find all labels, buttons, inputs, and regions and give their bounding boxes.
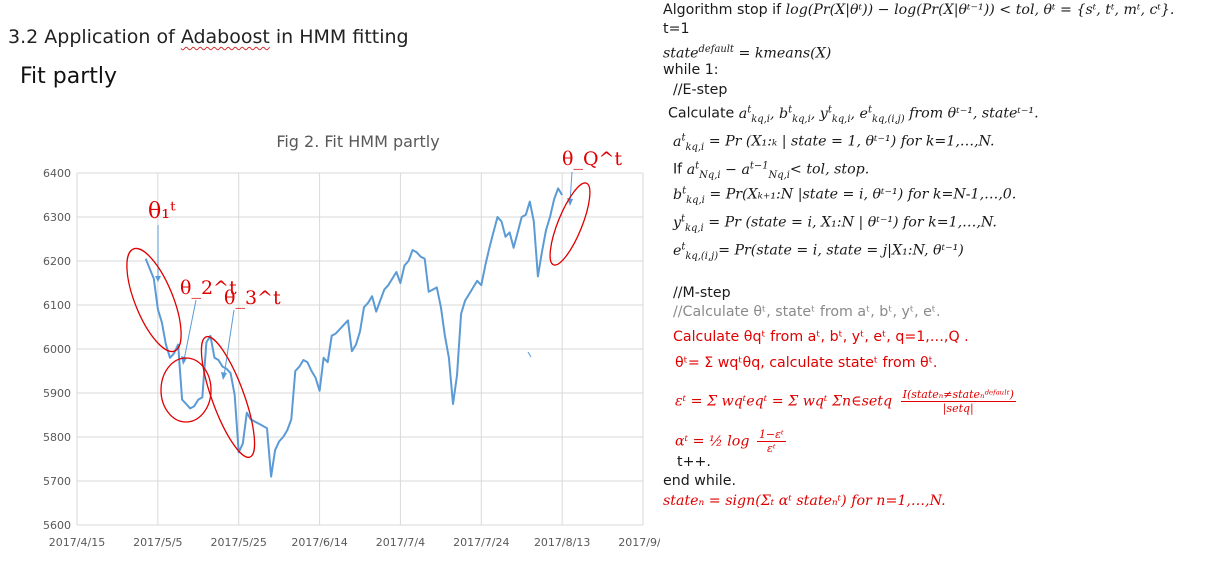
y-tick-label: 5700 [43,475,71,488]
x-tick-label: 2017/8/13 [534,536,590,549]
stray-mark [527,351,532,358]
algo-e-formula: etkq,(i,j)= Pr(state = i, state = j|X₁:N… [673,241,964,262]
slide-heading: 3.2 Application of Adaboost in HMM fitti… [8,26,409,48]
y-tick-label: 5800 [43,431,71,444]
algo-if-stop: If atNq,i − at−1Nq,i< tol, stop. [673,160,870,181]
x-tick-label: 2017/5/25 [211,536,267,549]
x-tick-label: 2017/5/5 [133,536,182,549]
algo-final-state: stateₙ = sign(Σₜ αᵗ stateₙᵗ) for n=1,…,N… [663,493,946,509]
y-tick-label: 6200 [43,255,71,268]
highlight-ellipse-1 [126,247,182,353]
algo-a-formula: atkq,i = Pr (X₁:ₖ | state = 1, θᵗ⁻¹) for… [673,132,995,153]
algo-b-formula: btkq,i = Pr(Xₖ₊₁:N |state = i, θᵗ⁻¹) for… [673,185,1017,206]
x-tick-label: 2017/7/24 [453,536,509,549]
heading-spellcheck-word[interactable]: Adaboost [180,26,270,48]
highlight-ellipse-q [549,182,591,266]
algorithm-panel: Algorithm stop if log(Pr(X|θᵗ)) − log(Pr… [663,0,1228,562]
algo-epsilon-line: εᵗ = Σ wqᵗeqᵗ = Σ wqᵗ Σn∈setq I(stateₙ≠s… [675,388,1016,415]
y-tick-label: 6400 [43,167,71,180]
line-chart[interactable]: Fig 2. Fit HMM partly 5600 5700 5800 5900 60… [0,120,660,560]
y-tick-label: 5600 [43,519,71,532]
annotation-theta-3-label: θ_3^t [224,287,281,309]
annotation-theta-1: θ₁ᵗ [126,199,182,353]
algo-end-while: end while. [663,473,736,489]
y-tick-label: 6000 [43,343,71,356]
y-tick-label: 6100 [43,299,71,312]
chart-gridlines [76,172,644,526]
algo-m-step: //M-step [673,285,731,301]
annotation-theta-q-label: θ_Q^t [562,148,622,170]
x-tick-label: 2017/9/2 [618,536,660,549]
annotation-theta-q: θ_Q^t [549,148,622,266]
annotation-theta-2: θ_2^t [160,277,237,423]
x-tick-label: 2017/7/4 [376,536,425,549]
subheading: Fit partly [20,64,118,89]
algo-t-init: t=1 [663,21,690,37]
heading-suffix: in HMM fitting [269,26,409,48]
algo-e-calc: Calculate atkq,i, btkq,i, ytkq,i, etkq,(… [668,104,1039,125]
annotation-theta-1-label: θ₁ᵗ [148,199,176,224]
algo-m-red-line-2: θᵗ= Σ wqᵗθq, calculate stateᵗ from θᵗ. [675,355,938,371]
algo-alpha-line: αᵗ = ½ log 1−εᵗ εᵗ [675,428,786,455]
algo-e-step: //E-step [673,82,728,98]
y-tick-label: 6300 [43,211,71,224]
x-axis-ticks: 2017/4/15 2017/5/5 2017/5/25 2017/6/14 2017/… [49,536,660,549]
x-tick-label: 2017/6/14 [291,536,347,549]
y-tick-label: 5900 [43,387,71,400]
x-tick-label: 2017/4/15 [49,536,105,549]
algo-y-formula: ytkq,i = Pr (state = i, X₁:N | θᵗ⁻¹) for… [673,213,997,234]
annotation-theta-3: θ_3^t [200,287,281,459]
y-axis-ticks: 5600 5700 5800 5900 6000 6100 6200 6300 6400 [43,167,71,532]
heading-prefix: 3.2 Application of [8,26,181,48]
algo-stop-line: Algorithm stop if log(Pr(X|θᵗ)) − log(Pr… [663,2,1175,18]
algo-m-gray-line: //Calculate θᵗ, stateᵗ from aᵗ, bᵗ, yᵗ, … [673,304,941,320]
highlight-ellipse-3 [200,335,256,459]
algo-t-increment: t++. [677,454,711,470]
chart-title: Fig 2. Fit HMM partly [276,132,439,151]
algo-state-default: statedefault = kmeans(X) [663,44,832,62]
algo-while: while 1: [663,62,719,78]
annotation-theta-2-label: θ_2^t [180,277,237,299]
highlight-ellipse-2 [160,357,212,423]
series-line [144,187,563,478]
algo-m-red-line-1: Calculate θqᵗ from aᵗ, bᵗ, yᵗ, eᵗ, q=1,…… [673,329,969,345]
